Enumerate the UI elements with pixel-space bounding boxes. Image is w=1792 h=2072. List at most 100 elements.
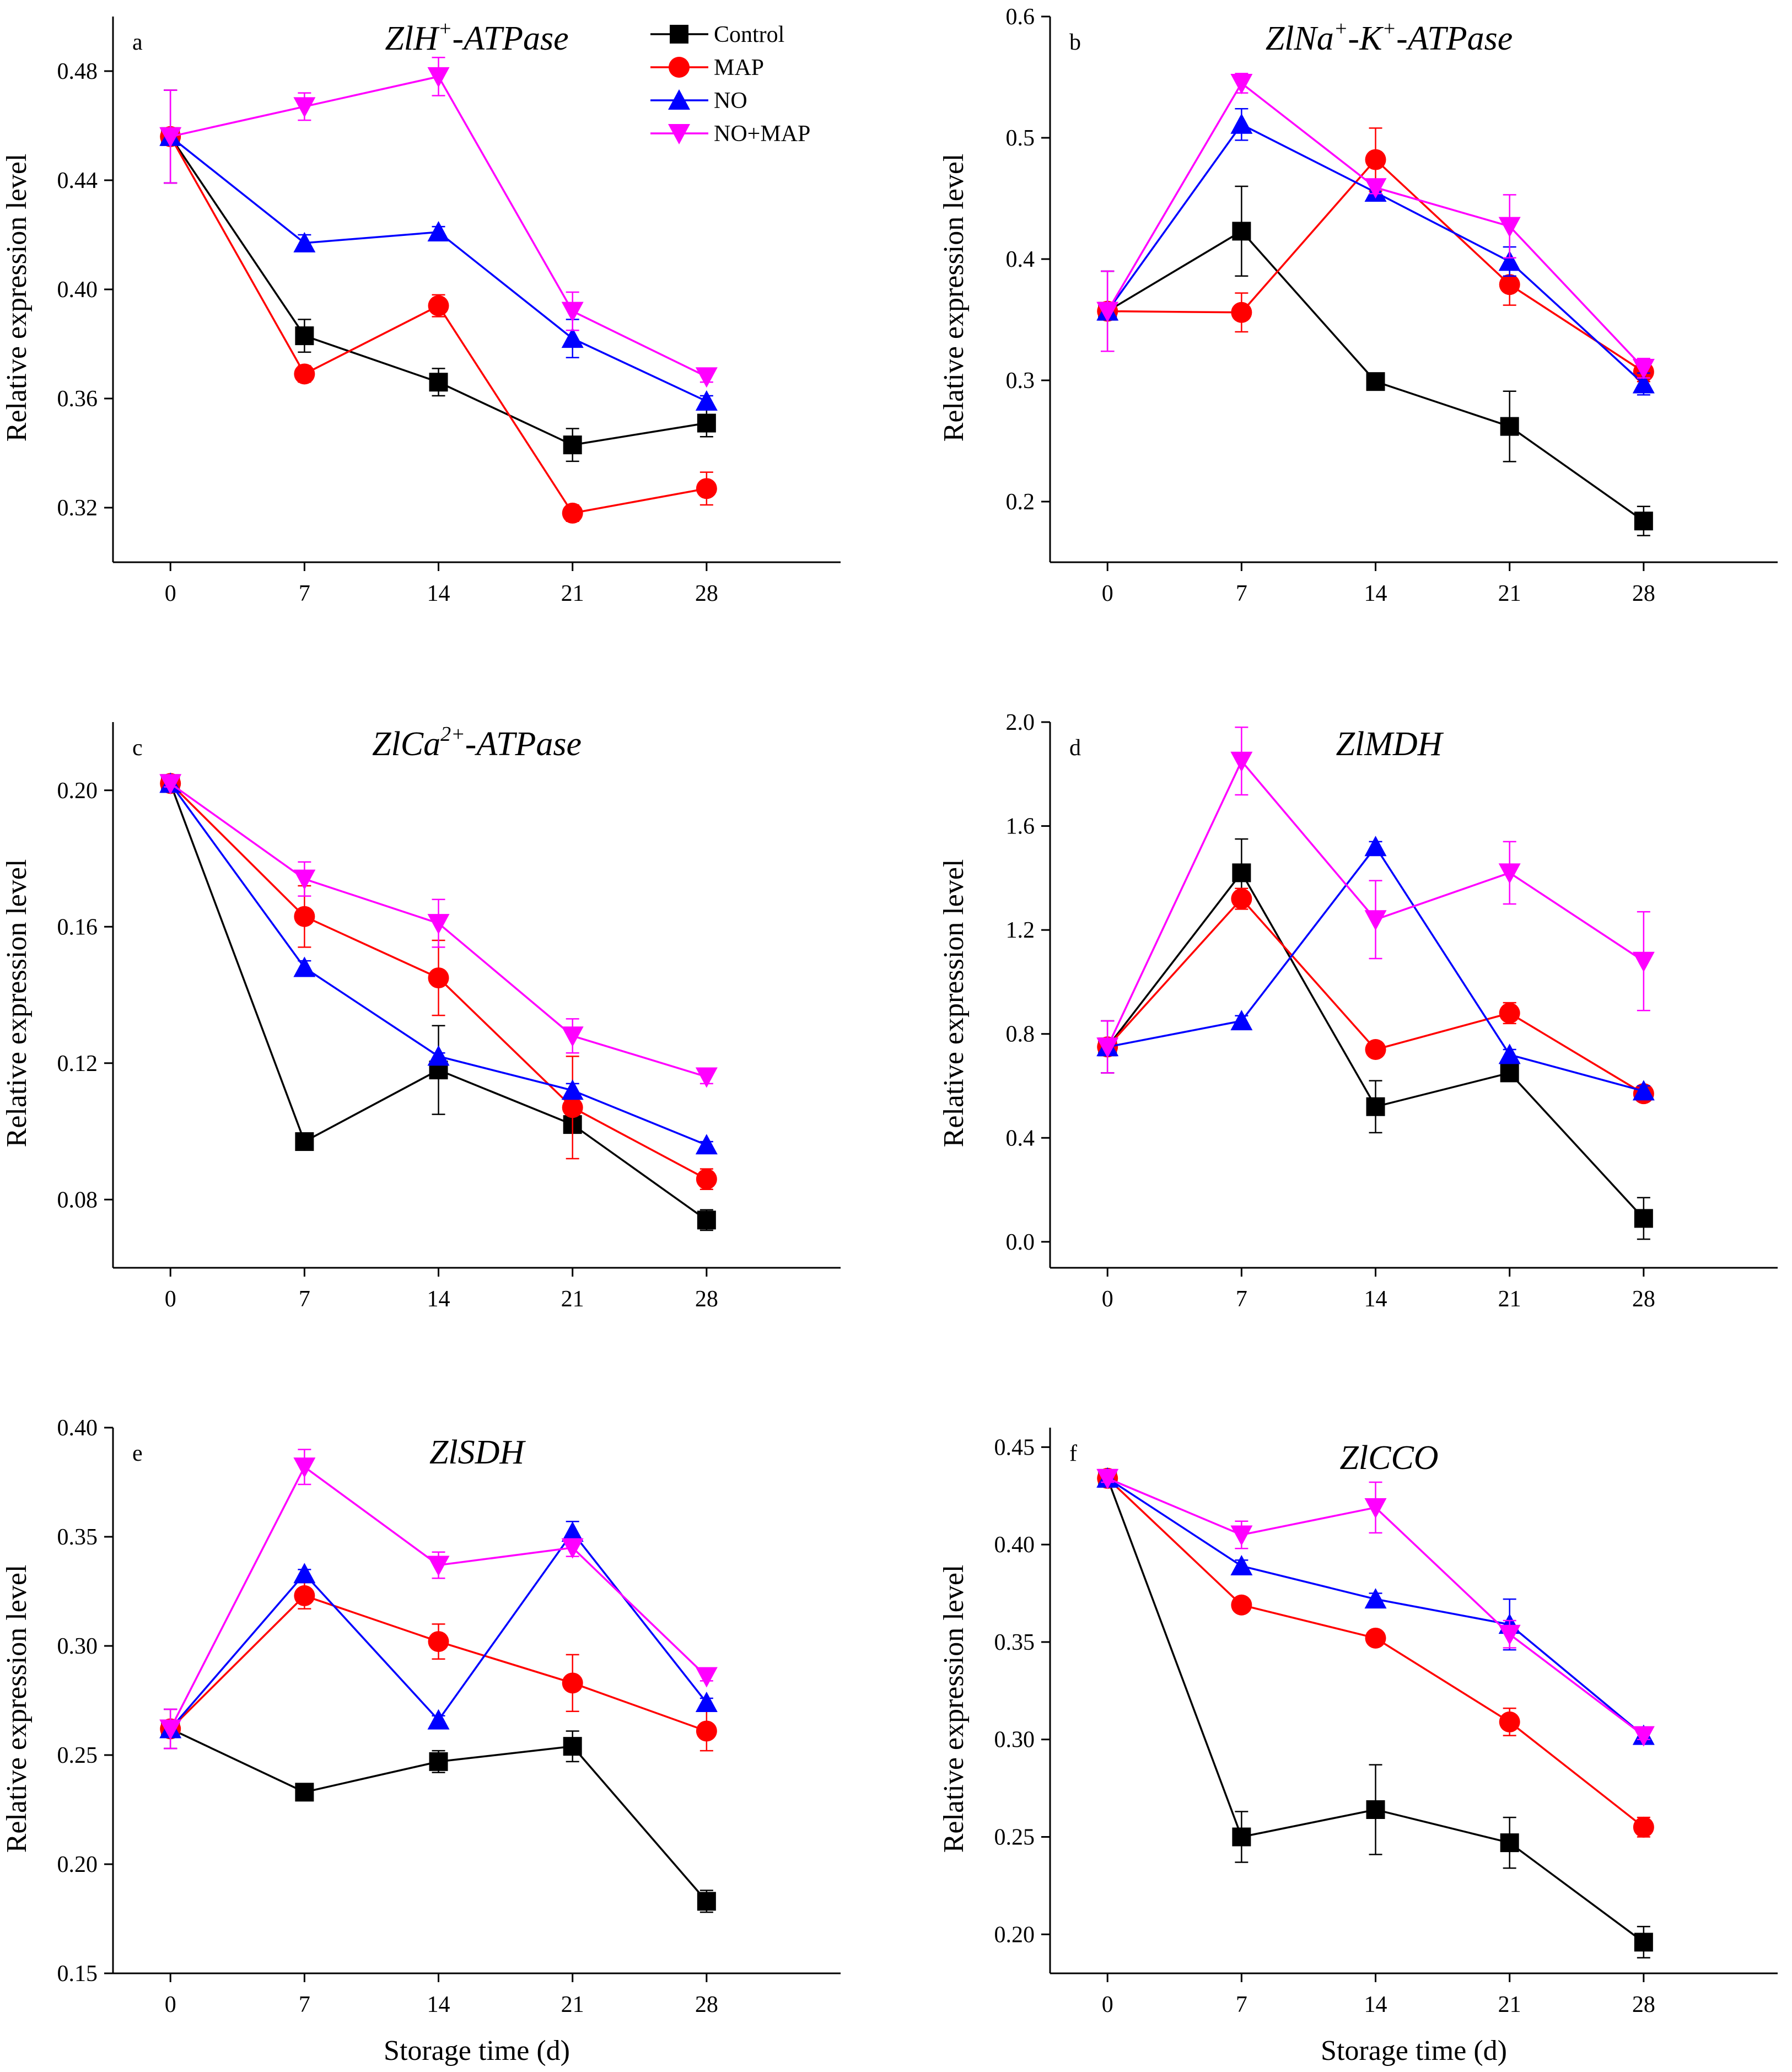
x-tick-label: 28 <box>1632 1992 1655 2017</box>
y-tick-label: 0.20 <box>994 1922 1035 1947</box>
y-axis-title: Relative expression level <box>1 1565 33 1853</box>
y-tick-label: 0.30 <box>994 1727 1035 1753</box>
marker-no-map <box>1632 951 1655 972</box>
x-tick-label: 7 <box>299 1287 310 1312</box>
series-map <box>1097 127 1654 383</box>
y-tick-label: 0.48 <box>57 59 98 84</box>
marker-map <box>294 906 315 927</box>
series-control <box>1098 1468 1653 1958</box>
series-no-map <box>159 774 718 1088</box>
panel-d: 0.0 0.4 0.8 1.2 1.6 2.0 0 7 14 21 28 Relative expre… <box>938 710 1778 1312</box>
marker-no-map <box>1498 863 1521 884</box>
marker-control <box>1634 1933 1653 1952</box>
marker-no-map <box>159 127 182 148</box>
marker-no <box>695 1134 718 1155</box>
marker-no-map <box>1096 302 1119 322</box>
marker-no-map <box>1632 359 1655 379</box>
marker-no <box>668 89 690 110</box>
marker-map <box>696 1169 717 1190</box>
marker-no-map <box>668 124 690 144</box>
panel-letter: d <box>1069 735 1081 761</box>
marker-map <box>428 295 449 316</box>
marker-map <box>1365 1627 1386 1649</box>
marker-no <box>561 327 584 348</box>
y-tick-label: 0.25 <box>994 1825 1035 1850</box>
legend-label: NO+MAP <box>714 121 810 147</box>
y-tick-label: 0.45 <box>994 1435 1035 1460</box>
marker-no <box>1230 113 1253 134</box>
marker-map <box>562 1097 583 1118</box>
panel-e: 0.15 0.20 0.25 0.30 0.35 0.40 0 7 14 21 28 Relative… <box>1 1416 841 2066</box>
series-line <box>170 136 707 402</box>
series-line <box>169 136 707 446</box>
marker-no <box>1364 1588 1387 1609</box>
x-tick-label: 14 <box>1364 581 1387 606</box>
series-line <box>1106 1478 1644 1943</box>
series-no-map <box>1096 726 1655 1074</box>
x-axis-title: Storage time (d) <box>1321 2035 1507 2066</box>
y-tick-label: 0.08 <box>57 1187 98 1213</box>
x-tick-label: 28 <box>1632 581 1655 606</box>
marker-no-map <box>1096 1037 1119 1058</box>
marker-control <box>1366 372 1385 391</box>
series-line <box>169 136 707 514</box>
series-no-map <box>1096 73 1655 379</box>
series-no-map <box>159 1449 718 1750</box>
marker-no-map <box>293 97 316 118</box>
marker-map <box>1499 1711 1520 1732</box>
series-no-map <box>1096 1468 1655 1747</box>
y-axis-title: Relative expression level <box>1 154 33 442</box>
x-tick-label: 0 <box>165 1992 176 2017</box>
panel-a: 0.32 0.36 0.40 0.44 0.48 0 7 14 21 28 Relative exp… <box>1 17 841 606</box>
y-tick-label: 0.40 <box>57 277 98 303</box>
marker-map <box>294 1585 315 1606</box>
series-no <box>159 89 718 411</box>
marker-map <box>428 1631 449 1653</box>
marker-control <box>563 1737 582 1756</box>
y-axis-title: Relative expression level <box>938 859 970 1148</box>
marker-map <box>1231 1594 1252 1616</box>
y-tick-label: 0.2 <box>1006 489 1035 515</box>
marker-control <box>563 435 582 455</box>
y-tick-label: 2.0 <box>1006 710 1035 735</box>
x-tick-label: 7 <box>1236 581 1247 606</box>
panel-letter: a <box>132 30 143 55</box>
x-tick-label: 0 <box>165 1287 176 1312</box>
marker-map <box>1633 1816 1654 1838</box>
marker-control <box>1500 1833 1519 1853</box>
panel-f: 0.20 0.25 0.30 0.35 0.40 0.45 0 7 14 21 28 Relative… <box>938 1428 1778 2066</box>
marker-no <box>427 1045 450 1066</box>
marker-control <box>295 1132 314 1151</box>
y-tick-label: 0.32 <box>57 496 98 521</box>
marker-no-map <box>1498 1624 1521 1645</box>
marker-no-map <box>159 1719 182 1740</box>
marker-control <box>1366 1800 1385 1819</box>
series-no <box>1096 836 1655 1101</box>
y-axis-title: Relative expression level <box>938 154 970 442</box>
y-tick-label: 0.5 <box>1006 126 1035 151</box>
x-tick-label: 14 <box>427 1287 450 1312</box>
y-tick-label: 0.8 <box>1006 1022 1035 1047</box>
y-tick-label: 0.3 <box>1006 368 1035 394</box>
marker-control <box>1366 1097 1385 1116</box>
marker-control <box>697 1210 716 1230</box>
marker-no-map <box>1632 1726 1655 1747</box>
marker-no-map <box>1364 1498 1387 1519</box>
marker-no-map <box>1364 178 1387 199</box>
marker-control <box>1232 1827 1251 1847</box>
y-tick-label: 0.4 <box>1006 247 1035 272</box>
panel-letter: b <box>1069 30 1081 55</box>
marker-no <box>427 221 450 242</box>
y-tick-label: 0.35 <box>57 1525 98 1550</box>
marker-control <box>670 25 688 44</box>
marker-no <box>293 232 316 252</box>
series-control <box>161 1708 716 1913</box>
x-tick-label: 21 <box>1498 1287 1521 1312</box>
marker-no-map <box>695 1667 718 1688</box>
marker-no <box>695 1691 718 1712</box>
x-tick-label: 0 <box>1102 1992 1113 2017</box>
marker-no-map <box>427 914 450 935</box>
marker-no-map <box>561 302 584 322</box>
chart-title: ZlCCO <box>1339 1439 1438 1477</box>
y-tick-label: 0.36 <box>57 386 98 412</box>
